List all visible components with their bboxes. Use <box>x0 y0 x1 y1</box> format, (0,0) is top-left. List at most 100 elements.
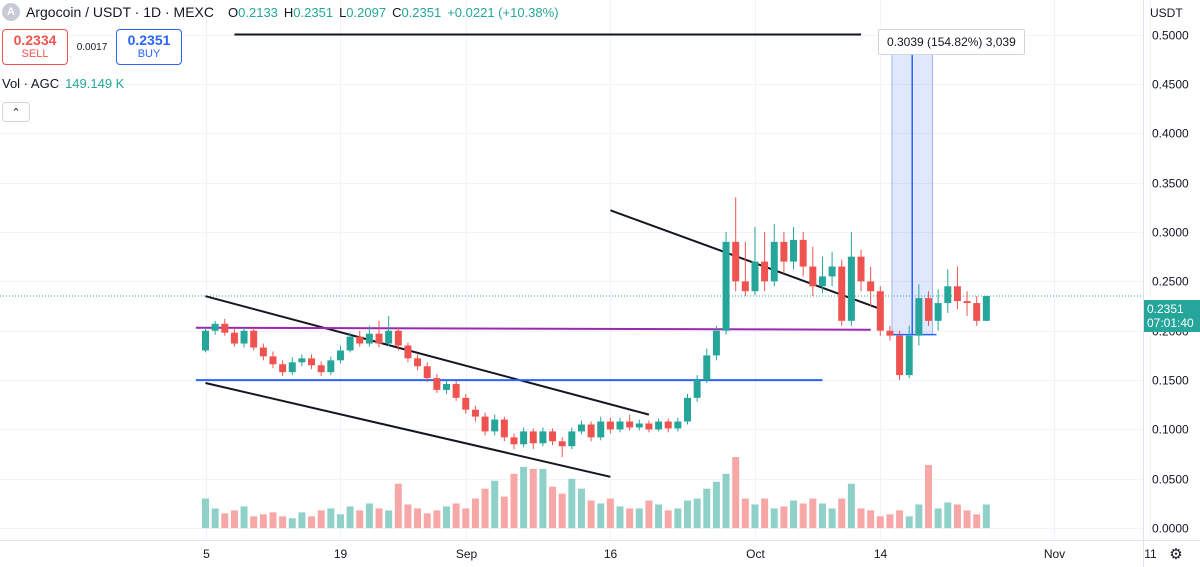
volume-bar <box>847 483 855 529</box>
buy-button[interactable]: 0.2351 BUY <box>116 29 182 65</box>
price-tick-label: 0.4000 <box>1152 127 1189 141</box>
open-value: 0.2133 <box>238 4 278 20</box>
volume-bar <box>809 498 817 529</box>
volume-bar <box>356 510 364 529</box>
volume-bar <box>944 502 952 529</box>
volume-bar <box>886 514 894 529</box>
volume-bar <box>520 466 528 529</box>
time-axis[interactable]: 5 19 Sep 16 Oct 14 Nov 11 <box>203 547 1157 561</box>
drawn-lines <box>195 33 881 478</box>
candle-body <box>847 256 855 321</box>
candle-body <box>809 266 817 287</box>
volume-bar <box>693 498 701 529</box>
candle-body <box>414 358 422 367</box>
volume-bar <box>250 516 258 529</box>
volume-bar <box>963 510 971 529</box>
volume-bar <box>684 500 691 529</box>
measure-label: 0.3039 (154.82%) 3,039 <box>878 29 1025 55</box>
volume-bar <box>645 500 653 529</box>
volume-bar <box>780 506 788 529</box>
price-tick-label: 0.3500 <box>1152 177 1189 191</box>
volume-bar <box>741 498 749 529</box>
candle-body <box>443 384 450 390</box>
candle-body <box>712 330 720 356</box>
volume-bar <box>722 473 730 529</box>
volume-bar <box>317 510 325 529</box>
last-price-tag: 0.2351 07:01:40 <box>1144 300 1200 332</box>
price-tick-label: 0.0500 <box>1152 473 1189 487</box>
time-tick-label: Sep <box>456 547 478 561</box>
candle-body <box>568 431 576 447</box>
volume-bar <box>915 504 923 529</box>
candle-body <box>539 431 547 444</box>
volume-bar <box>761 498 769 529</box>
volume-bar <box>230 510 238 529</box>
candle-body <box>973 303 981 321</box>
volume-bar <box>414 508 422 529</box>
high-label: H <box>283 4 294 20</box>
candle-body <box>230 332 238 344</box>
candle-body <box>577 424 585 432</box>
candle-body <box>799 239 807 267</box>
volume-bar <box>375 508 383 529</box>
volume-bar <box>655 504 663 529</box>
candle-body <box>211 323 219 331</box>
collapse-legend-button[interactable]: ⌃ <box>2 102 30 122</box>
time-tick-label: Nov <box>1044 547 1065 561</box>
volume-bar <box>529 468 537 529</box>
candle-body <box>915 298 923 336</box>
price-tick-label: 0.1000 <box>1152 423 1189 437</box>
candle-body <box>520 431 528 445</box>
price-tick-label: 0.1500 <box>1152 374 1189 388</box>
currency-label[interactable]: USDT <box>1143 0 1200 24</box>
volume-bar <box>211 508 219 529</box>
candle-body <box>221 323 229 333</box>
candle-body <box>587 424 595 438</box>
candle-body <box>616 421 624 430</box>
volume-bar <box>626 508 634 529</box>
gear-icon[interactable]: ⚙ <box>1169 546 1183 563</box>
volume-bar <box>539 468 547 529</box>
candle-body <box>828 266 836 277</box>
candle-body <box>471 409 479 417</box>
volume-bar <box>259 514 267 529</box>
symbol-title[interactable]: Argocoin / USDT · 1D · MEXC <box>26 4 215 20</box>
volume-bar <box>365 503 373 529</box>
candle-body <box>481 416 489 432</box>
change-value: +0.0221 (+10.38%) <box>447 4 559 20</box>
time-tick-label: 14 <box>874 547 888 561</box>
low-value: 0.2097 <box>346 4 387 20</box>
measure-range <box>891 34 937 336</box>
candle-body <box>896 335 904 376</box>
sell-button[interactable]: 0.2334 SELL <box>2 29 68 65</box>
volume-bar <box>308 516 316 529</box>
volume-bar <box>896 510 904 529</box>
candle-body <box>259 347 267 357</box>
volume-bar <box>751 504 759 529</box>
candle-body <box>693 380 701 398</box>
volume-bar <box>674 508 682 529</box>
candle-body <box>770 241 778 282</box>
candle-body <box>703 355 711 381</box>
sell-price: 0.2334 <box>13 32 57 48</box>
volume-bar <box>423 513 431 529</box>
coin-logo-icon: A <box>2 3 20 21</box>
candle-body <box>606 421 614 430</box>
sell-label: SELL <box>21 48 49 60</box>
volume-bar <box>346 506 354 529</box>
candle-body <box>597 421 605 438</box>
volume-bar <box>288 518 296 529</box>
candle-body <box>818 276 826 287</box>
time-tick-label: 19 <box>334 547 348 561</box>
time-tick-label: 11 <box>1144 547 1157 561</box>
buy-label: BUY <box>137 48 161 60</box>
volume-bar <box>481 488 489 529</box>
volume-bar <box>838 498 846 529</box>
price-axis[interactable]: 0.00000.05000.10000.15000.20000.25000.30… <box>1152 29 1189 536</box>
candle-body <box>944 286 952 304</box>
volume-bar <box>491 480 499 529</box>
candle-body <box>905 335 913 376</box>
volume-bar <box>905 516 913 529</box>
candle-body <box>684 397 691 422</box>
